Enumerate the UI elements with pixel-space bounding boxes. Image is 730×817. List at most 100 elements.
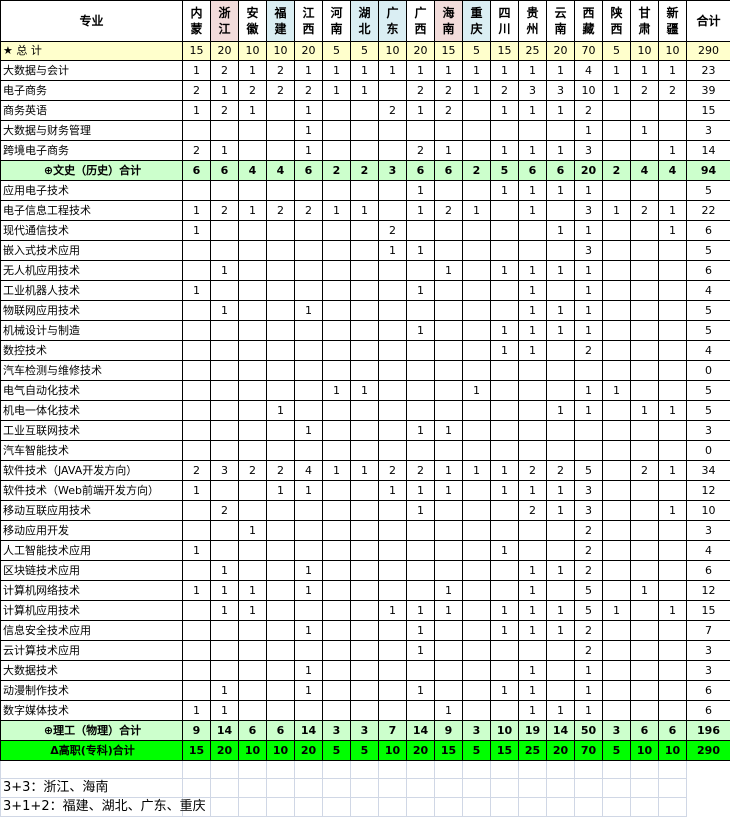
value-cell[interactable]: 3: [351, 721, 379, 741]
value-cell[interactable]: [239, 281, 267, 301]
value-cell[interactable]: [435, 121, 463, 141]
value-cell[interactable]: [323, 241, 351, 261]
value-cell[interactable]: 1: [491, 181, 519, 201]
value-cell[interactable]: [463, 621, 491, 641]
header-province[interactable]: 陕西: [603, 1, 631, 42]
value-cell[interactable]: [351, 221, 379, 241]
value-cell[interactable]: 2: [211, 501, 239, 521]
value-cell[interactable]: 1: [659, 141, 687, 161]
value-cell[interactable]: 1: [239, 201, 267, 221]
empty-cell[interactable]: [519, 761, 547, 779]
empty-cell[interactable]: [575, 761, 603, 779]
value-cell[interactable]: 2: [491, 81, 519, 101]
value-cell[interactable]: 6: [659, 721, 687, 741]
value-cell[interactable]: 1: [547, 701, 575, 721]
major-name-cell[interactable]: 无人机应用技术: [1, 261, 183, 281]
major-name-cell[interactable]: 商务英语: [1, 101, 183, 121]
value-cell[interactable]: [519, 221, 547, 241]
value-cell[interactable]: [519, 541, 547, 561]
empty-cell[interactable]: [659, 761, 687, 779]
value-cell[interactable]: 5: [351, 741, 379, 761]
major-name-cell[interactable]: 汽车智能技术: [1, 441, 183, 461]
value-cell[interactable]: [239, 221, 267, 241]
value-cell[interactable]: [631, 681, 659, 701]
value-cell[interactable]: 1: [407, 61, 435, 81]
value-cell[interactable]: [351, 621, 379, 641]
row-total-cell[interactable]: 3: [687, 521, 730, 541]
value-cell[interactable]: 1: [603, 81, 631, 101]
value-cell[interactable]: 1: [463, 201, 491, 221]
major-name-cell[interactable]: 云计算技术应用: [1, 641, 183, 661]
value-cell[interactable]: [491, 661, 519, 681]
value-cell[interactable]: 2: [575, 641, 603, 661]
value-cell[interactable]: 1: [519, 301, 547, 321]
value-cell[interactable]: [659, 321, 687, 341]
empty-cell[interactable]: [407, 798, 435, 817]
value-cell[interactable]: [295, 441, 323, 461]
value-cell[interactable]: [267, 701, 295, 721]
major-name-cell[interactable]: 数控技术: [1, 341, 183, 361]
value-cell[interactable]: [295, 601, 323, 621]
value-cell[interactable]: [379, 81, 407, 101]
value-cell[interactable]: [323, 341, 351, 361]
value-cell[interactable]: 1: [351, 461, 379, 481]
value-cell[interactable]: [295, 361, 323, 381]
value-cell[interactable]: 50: [575, 721, 603, 741]
empty-cell[interactable]: [295, 798, 323, 817]
value-cell[interactable]: [379, 701, 407, 721]
value-cell[interactable]: [659, 481, 687, 501]
value-cell[interactable]: [323, 121, 351, 141]
value-cell[interactable]: 1: [435, 61, 463, 81]
value-cell[interactable]: 2: [211, 61, 239, 81]
value-cell[interactable]: 4: [631, 161, 659, 181]
value-cell[interactable]: 1: [323, 201, 351, 221]
empty-cell[interactable]: [407, 761, 435, 779]
value-cell[interactable]: 6: [211, 161, 239, 181]
value-cell[interactable]: 1: [575, 381, 603, 401]
value-cell[interactable]: [519, 441, 547, 461]
value-cell[interactable]: [211, 241, 239, 261]
value-cell[interactable]: 1: [435, 421, 463, 441]
row-total-cell[interactable]: 3: [687, 421, 730, 441]
value-cell[interactable]: 1: [407, 601, 435, 621]
value-cell[interactable]: 1: [491, 481, 519, 501]
value-cell[interactable]: 1: [491, 101, 519, 121]
value-cell[interactable]: [239, 261, 267, 281]
header-province[interactable]: 海南: [435, 1, 463, 42]
value-cell[interactable]: 5: [575, 461, 603, 481]
row-total-cell[interactable]: 6: [687, 681, 730, 701]
major-name-cell[interactable]: 工业互联网技术: [1, 421, 183, 441]
value-cell[interactable]: [183, 621, 211, 641]
value-cell[interactable]: [379, 541, 407, 561]
value-cell[interactable]: [435, 661, 463, 681]
value-cell[interactable]: 1: [463, 81, 491, 101]
value-cell[interactable]: [631, 261, 659, 281]
value-cell[interactable]: 14: [547, 721, 575, 741]
value-cell[interactable]: [463, 481, 491, 501]
value-cell[interactable]: 1: [295, 681, 323, 701]
value-cell[interactable]: [659, 381, 687, 401]
value-cell[interactable]: [379, 141, 407, 161]
value-cell[interactable]: [267, 421, 295, 441]
value-cell[interactable]: [463, 241, 491, 261]
empty-cell[interactable]: [435, 779, 463, 798]
value-cell[interactable]: [631, 661, 659, 681]
value-cell[interactable]: 2: [295, 201, 323, 221]
value-cell[interactable]: [267, 241, 295, 261]
empty-cell[interactable]: [351, 779, 379, 798]
value-cell[interactable]: [603, 361, 631, 381]
empty-cell[interactable]: [659, 779, 687, 798]
row-total-cell[interactable]: 14: [687, 141, 730, 161]
empty-cell[interactable]: [603, 779, 631, 798]
value-cell[interactable]: 3: [547, 81, 575, 101]
empty-cell[interactable]: [547, 779, 575, 798]
value-cell[interactable]: [519, 401, 547, 421]
value-cell[interactable]: [631, 221, 659, 241]
value-cell[interactable]: [351, 181, 379, 201]
value-cell[interactable]: [239, 401, 267, 421]
value-cell[interactable]: 1: [183, 701, 211, 721]
value-cell[interactable]: 1: [547, 601, 575, 621]
row-total-cell[interactable]: 12: [687, 481, 730, 501]
value-cell[interactable]: [323, 261, 351, 281]
value-cell[interactable]: [379, 581, 407, 601]
